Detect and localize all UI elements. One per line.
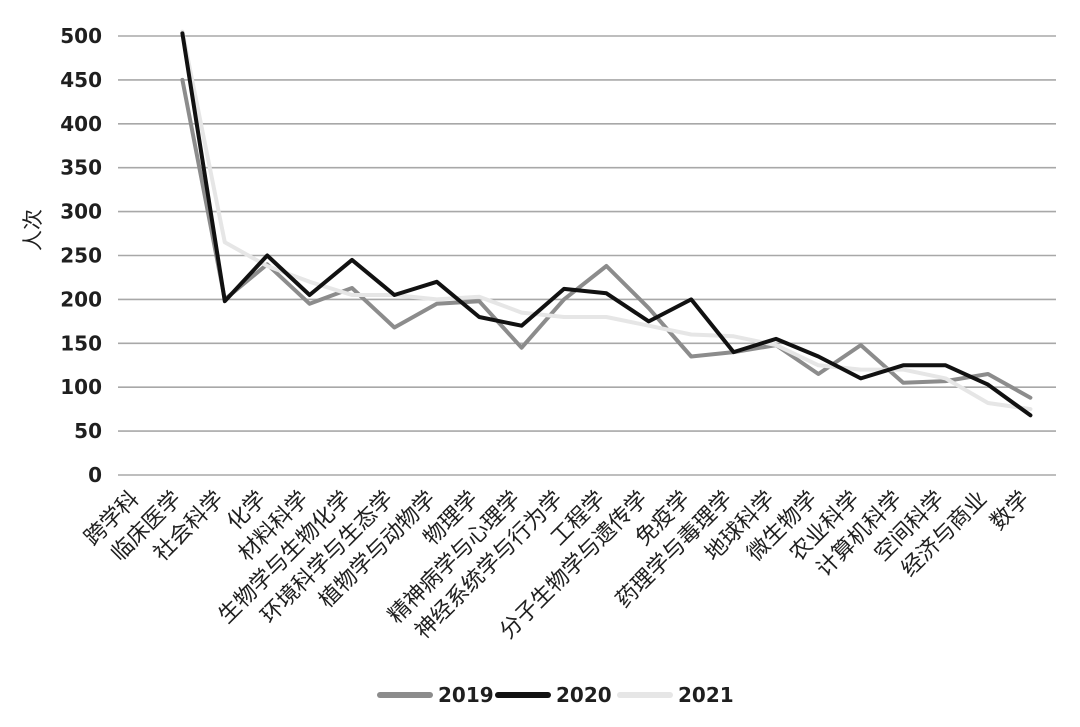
gridlines: [118, 35, 1056, 476]
y-axis-title: 人次: [21, 209, 45, 251]
y-tick-label: 350: [60, 156, 102, 180]
series-line-2020: [180, 31, 1033, 418]
y-axis-tick-labels: 0 50 100 150 200 250 300 350 400 450 500: [60, 24, 102, 487]
y-tick-label: 50: [74, 419, 102, 443]
y-tick-label: 400: [60, 112, 102, 136]
x-axis-tick-labels: 跨学科临床医学社会科学化学材料科学生物学与生物化学环境科学与生态学植物学与动物学…: [80, 487, 1035, 645]
y-tick-label: 150: [60, 331, 102, 355]
legend: 2019 2020 2021: [377, 683, 734, 707]
y-tick-label: 300: [60, 200, 102, 224]
y-tick-label: 500: [60, 24, 102, 48]
legend-label: 2021: [678, 683, 734, 707]
legend-label: 2019: [438, 683, 494, 707]
series-lines: [180, 29, 1033, 418]
legend-label: 2020: [556, 683, 612, 707]
series-line-2019: [180, 77, 1033, 400]
y-tick-label: 450: [60, 68, 102, 92]
x-tick-label: 数学: [986, 487, 1035, 536]
y-tick-label: 100: [60, 375, 102, 399]
y-tick-label: 250: [60, 244, 102, 268]
y-tick-label: 200: [60, 287, 102, 311]
y-tick-label: 0: [88, 463, 102, 487]
series-line-2021: [180, 29, 1033, 412]
